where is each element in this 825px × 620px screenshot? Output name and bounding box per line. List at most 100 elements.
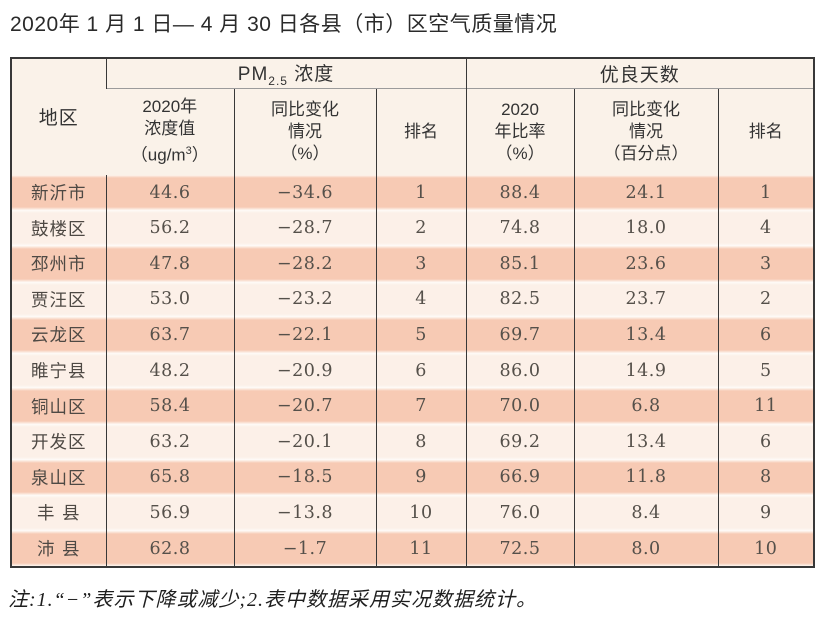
pm-change-cell: −1.7 xyxy=(233,530,376,568)
region-cell: 开发区 xyxy=(11,423,106,460)
region-cell: 泉山区 xyxy=(11,459,106,496)
rate-change-cell: 13.4 xyxy=(573,423,719,460)
pm-rank-cell: 10 xyxy=(375,495,467,531)
rate-header: 2020 年比率 （%） xyxy=(465,87,575,175)
region-cell: 丰 县 xyxy=(11,495,106,531)
table-row: 沛 县 62.8 −1.7 11 72.5 8.0 10 xyxy=(11,530,815,568)
pm-value-cell: 44.6 xyxy=(105,174,234,211)
pm-change-cell: −20.7 xyxy=(233,388,376,424)
pm-change-cell: −18.5 xyxy=(233,459,376,496)
table-row: 鼓楼区 56.2 −28.7 2 74.8 18.0 4 xyxy=(11,210,815,246)
pm-change-cell: −28.2 xyxy=(233,245,376,282)
region-cell: 云龙区 xyxy=(11,317,106,353)
rank-cell: 2 xyxy=(717,281,815,318)
rate-change-cell: 6.8 xyxy=(573,388,719,424)
pm-value-cell: 47.8 xyxy=(105,245,234,282)
rate-cell: 74.8 xyxy=(465,210,575,246)
rank-cell: 8 xyxy=(717,459,815,496)
rate-change-cell: 8.0 xyxy=(573,530,719,568)
rate-cell: 66.9 xyxy=(465,459,575,496)
pm-rank-cell: 6 xyxy=(375,352,467,389)
pm-change-cell: −22.1 xyxy=(233,317,376,353)
pm-change-header-line2: 情况 xyxy=(288,121,322,141)
pm-value-header-unit-close: ） xyxy=(191,146,209,166)
pm-value-cell: 65.8 xyxy=(105,459,234,496)
air-quality-table: 地区 PM2.5 浓度 优良天数 2020年 浓度值 （ug/m3） 同比变化 … xyxy=(10,57,816,569)
table-row: 泉山区 65.8 −18.5 9 66.9 11.8 8 xyxy=(11,459,815,496)
rate-cell: 86.0 xyxy=(465,352,575,389)
pm-change-cell: −23.2 xyxy=(233,281,376,318)
region-cell: 鼓楼区 xyxy=(11,210,106,246)
rank-cell: 1 xyxy=(717,174,815,211)
table-body: 新沂市 44.6 −34.6 1 88.4 24.1 1 鼓楼区 56.2 −2… xyxy=(11,174,815,568)
pm-label: PM xyxy=(237,64,269,85)
rate-cell: 70.0 xyxy=(465,388,575,424)
rate-change-header-line3: （百分点） xyxy=(603,143,689,163)
rank-cell: 3 xyxy=(717,245,815,282)
pm-rank-cell: 7 xyxy=(375,388,467,424)
sub-header-row: 2020年 浓度值 （ug/m3） 同比变化 情况 （%） 排名 2020 年比… xyxy=(11,87,815,175)
region-cell: 睢宁县 xyxy=(11,352,106,389)
rate-change-cell: 24.1 xyxy=(573,174,719,211)
pm-rank-cell: 9 xyxy=(375,459,467,496)
rate-change-header-line2: 情况 xyxy=(629,121,664,141)
pm-value-cell: 56.9 xyxy=(105,495,234,531)
pm-value-cell: 58.4 xyxy=(105,388,234,424)
pm-value-cell: 62.8 xyxy=(105,530,234,568)
region-cell: 贾汪区 xyxy=(11,281,106,318)
page-title: 2020年 1 月 1 日— 4 月 30 日各县（市）区空气质量情况 xyxy=(10,13,558,36)
pm-change-cell: −28.7 xyxy=(233,210,376,246)
rate-change-cell: 23.7 xyxy=(573,281,719,318)
table-row: 新沂市 44.6 −34.6 1 88.4 24.1 1 xyxy=(11,174,815,211)
rank-cell: 11 xyxy=(717,388,815,424)
rank-cell: 5 xyxy=(717,352,815,389)
footnote: 注:1.“−”表示下降或减少;2.表中数据采用实况数据统计。 xyxy=(8,589,538,612)
table-row: 云龙区 63.7 −22.1 5 69.7 13.4 6 xyxy=(11,317,815,353)
table-row: 丰 县 56.9 −13.8 10 76.0 8.4 9 xyxy=(11,495,815,531)
rate-change-cell: 14.9 xyxy=(573,352,719,389)
pm-change-cell: −13.8 xyxy=(233,495,376,531)
rate-change-cell: 11.8 xyxy=(573,459,719,496)
table-row: 铜山区 58.4 −20.7 7 70.0 6.8 11 xyxy=(11,388,815,424)
rate-change-header: 同比变化 情况 （百分点） xyxy=(573,87,719,175)
rate-change-cell: 13.4 xyxy=(573,317,719,353)
pm-value-header-line2: 浓度值 xyxy=(144,119,196,139)
rate-change-cell: 23.6 xyxy=(573,245,719,282)
rank-cell: 4 xyxy=(717,210,815,246)
table-header: 地区 PM2.5 浓度 优良天数 2020年 浓度值 （ug/m3） 同比变化 … xyxy=(11,58,815,175)
pm-value-header-sup: 3 xyxy=(185,145,192,158)
pm-rank-cell: 3 xyxy=(375,245,467,282)
pm-rank-cell: 5 xyxy=(375,317,467,353)
rate-header-line3: （%） xyxy=(495,143,545,163)
pm-rank-cell: 4 xyxy=(375,281,467,318)
pm-rank-cell: 8 xyxy=(375,423,467,460)
pm-change-cell: −34.6 xyxy=(233,174,376,211)
pm-value-cell: 56.2 xyxy=(105,210,234,246)
pm-suffix: 浓度 xyxy=(287,64,335,85)
rate-header-line1: 2020 xyxy=(501,99,539,119)
rate-cell: 82.5 xyxy=(465,281,575,318)
pm-value-header: 2020年 浓度值 （ug/m3） xyxy=(106,87,234,175)
pm-subscript: 2.5 xyxy=(268,73,288,88)
table-row: 邳州市 47.8 −28.2 3 85.1 23.6 3 xyxy=(11,245,815,282)
rate-cell: 72.5 xyxy=(465,530,575,568)
rate-change-header-line1: 同比变化 xyxy=(612,99,681,119)
table-row: 贾汪区 53.0 −23.2 4 82.5 23.7 2 xyxy=(11,281,815,318)
pm-change-cell: −20.9 xyxy=(233,352,376,389)
rank-cell: 9 xyxy=(717,495,815,531)
pm-value-cell: 53.0 xyxy=(105,281,234,318)
pm-rank-header: 排名 xyxy=(375,87,467,175)
rate-cell: 85.1 xyxy=(465,245,575,282)
region-cell: 新沂市 xyxy=(11,174,106,211)
rate-cell: 69.2 xyxy=(465,423,575,460)
rate-cell: 69.7 xyxy=(465,317,575,353)
pm25-group-header: PM2.5 浓度 xyxy=(105,58,467,89)
region-cell: 沛 县 xyxy=(11,530,106,568)
rank-cell: 10 xyxy=(717,530,815,568)
rate-cell: 76.0 xyxy=(465,495,575,531)
rate-header-line2: 年比率 xyxy=(494,121,546,141)
pm-value-cell: 48.2 xyxy=(105,352,234,389)
pm-value-header-line1: 2020年 xyxy=(142,97,198,117)
rate-cell: 88.4 xyxy=(465,174,575,211)
